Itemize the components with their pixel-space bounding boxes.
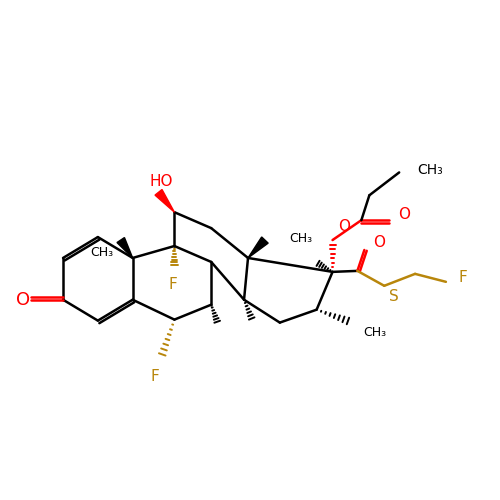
Text: HO: HO	[150, 174, 173, 189]
Text: CH₃: CH₃	[364, 326, 386, 339]
Text: S: S	[389, 289, 399, 304]
Polygon shape	[248, 237, 268, 258]
Text: F: F	[168, 278, 177, 292]
Text: O: O	[338, 218, 350, 234]
Text: CH₃: CH₃	[90, 246, 114, 260]
Text: O: O	[16, 290, 30, 308]
Text: F: F	[459, 270, 468, 285]
Text: O: O	[398, 206, 410, 222]
Text: F: F	[150, 369, 159, 384]
Text: CH₃: CH₃	[417, 164, 443, 177]
Text: CH₃: CH₃	[289, 232, 312, 244]
Text: O: O	[374, 234, 386, 250]
Polygon shape	[117, 238, 132, 258]
Polygon shape	[155, 190, 174, 212]
